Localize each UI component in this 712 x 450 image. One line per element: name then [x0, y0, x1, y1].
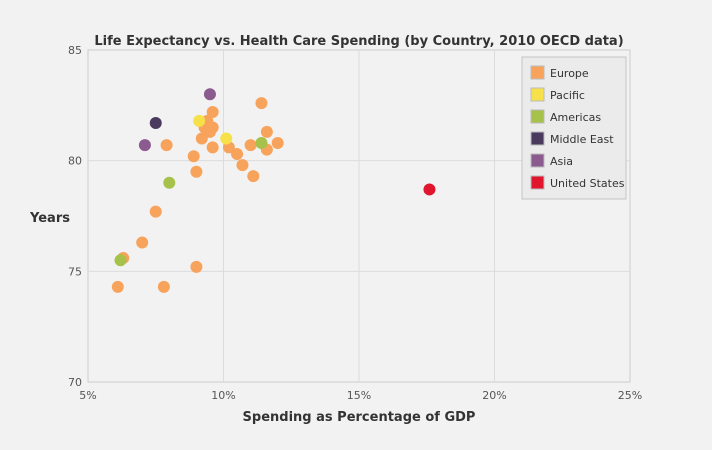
- legend-swatch: [530, 153, 545, 168]
- data-point: [163, 176, 176, 189]
- legend-label: Americas: [550, 111, 601, 124]
- data-point: [271, 136, 284, 149]
- y-axis-label: Years: [29, 211, 70, 226]
- legend-label: Pacific: [550, 89, 585, 102]
- legend: Europe Pacific Americas Middle East Asia Unit…: [521, 56, 627, 200]
- data-point: [206, 121, 219, 134]
- x-tick-label: 25%: [618, 389, 642, 402]
- x-tick-label: 15%: [347, 389, 371, 402]
- data-point: [190, 165, 203, 178]
- y-tick-label: 75: [68, 265, 82, 278]
- data-point: [247, 170, 260, 183]
- legend-box: [521, 56, 627, 200]
- legend-swatch: [530, 109, 545, 124]
- data-point: [157, 280, 170, 293]
- legend-swatch: [530, 87, 545, 102]
- legend-label: Middle East: [550, 133, 614, 146]
- data-point: [195, 132, 208, 145]
- legend-label: Europe: [550, 67, 589, 80]
- data-point: [423, 183, 436, 196]
- data-point: [187, 150, 200, 163]
- x-tick-label: 10%: [211, 389, 235, 402]
- data-point: [136, 236, 149, 249]
- x-tick-label: 5%: [79, 389, 96, 402]
- data-point: [149, 117, 162, 130]
- x-tick-label: 20%: [482, 389, 506, 402]
- data-point: [203, 88, 216, 101]
- legend-swatch: [530, 65, 545, 80]
- chart-title: Life Expectancy vs. Health Care Spending…: [94, 34, 623, 49]
- data-point: [220, 132, 233, 145]
- data-point: [244, 139, 257, 152]
- data-point: [193, 114, 206, 127]
- legend-label: Asia: [550, 155, 573, 168]
- data-point: [260, 125, 273, 138]
- legend-swatch: [530, 175, 545, 190]
- x-axis-label: Spending as Percentage of GDP: [243, 410, 476, 425]
- data-point: [190, 260, 203, 273]
- data-point: [255, 97, 268, 110]
- y-tick-label: 70: [68, 376, 82, 389]
- data-point: [149, 205, 162, 218]
- data-point: [255, 136, 268, 149]
- legend-label: United States: [550, 177, 625, 190]
- y-tick-label: 80: [68, 155, 82, 168]
- data-point: [138, 139, 151, 152]
- legend-swatch: [530, 131, 545, 146]
- data-point: [206, 141, 219, 154]
- y-axis-ticks: 70 75 80 85: [68, 44, 82, 389]
- x-axis-ticks: 5% 10% 15% 20% 25%: [79, 389, 642, 402]
- data-point: [114, 254, 127, 267]
- data-point: [231, 148, 244, 161]
- data-point: [236, 159, 249, 172]
- data-points: [111, 88, 436, 293]
- y-tick-label: 85: [68, 44, 82, 57]
- data-point: [111, 280, 124, 293]
- data-point: [206, 105, 219, 118]
- data-point: [160, 139, 173, 152]
